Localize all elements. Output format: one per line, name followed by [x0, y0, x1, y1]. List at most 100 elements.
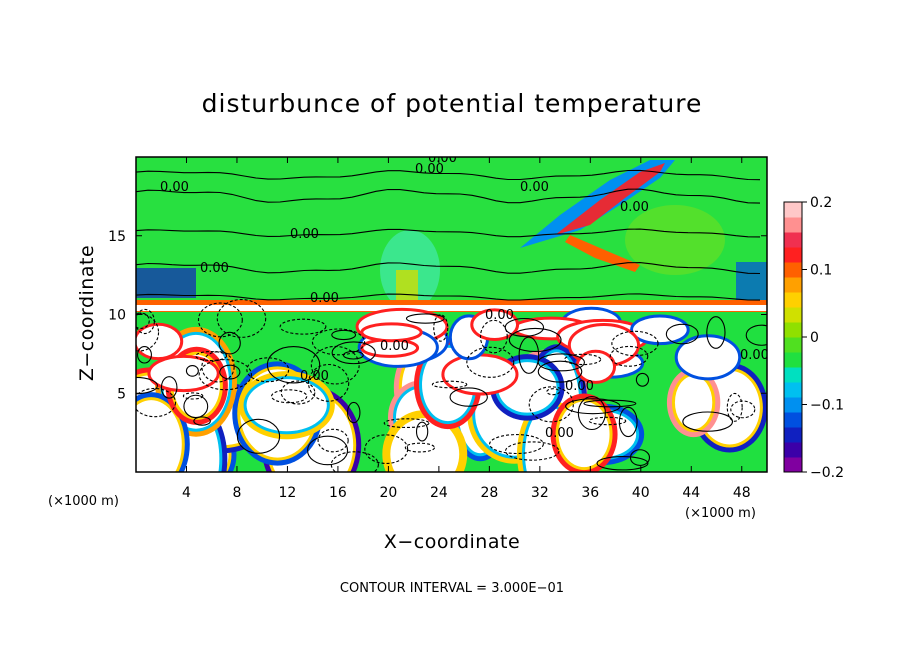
lower-contour: [611, 330, 659, 357]
x-tick-label: 16: [329, 485, 347, 501]
contour-lines: [136, 169, 767, 472]
lower-contour: [216, 298, 267, 338]
lower-contour: [415, 421, 429, 442]
contour-label: 0.00: [520, 180, 549, 195]
lower-contour: [537, 353, 585, 372]
lower-contour: [193, 416, 211, 426]
mixing-cell: [575, 349, 617, 384]
contour-label: 0.00: [310, 291, 339, 306]
contour-label: 0.00: [380, 339, 409, 354]
upper-jet-tail: [565, 235, 640, 272]
lower-contour: [466, 346, 515, 378]
y-axis-label: Z−coordinate: [76, 245, 98, 381]
lower-contour: [635, 372, 650, 387]
lower-contour: [730, 400, 756, 419]
lower-contour: [364, 434, 409, 464]
colorbar-swatch: [784, 217, 802, 233]
upper-jet-warm: [555, 163, 665, 235]
x-tick-label: 40: [632, 485, 650, 501]
lower-contour: [201, 351, 235, 383]
lower-contour: [330, 451, 379, 472]
lower-contour: [160, 376, 178, 399]
lower-contour: [198, 359, 252, 391]
y-tick-label: 5: [117, 386, 126, 402]
x-tick-label: 20: [379, 485, 397, 501]
lower-contour: [136, 312, 150, 329]
x-tick-label: 32: [531, 485, 549, 501]
y-axis: 5 10 15: [108, 229, 767, 402]
x-tick-label: 8: [232, 485, 241, 501]
eddy-core: [136, 400, 182, 472]
lower-contour: [577, 396, 606, 431]
x-tick-label: 24: [430, 485, 448, 501]
lower-contour: [682, 411, 734, 432]
colorbar-tick-label: 0.1: [810, 263, 832, 279]
mixing-cell: [630, 314, 690, 346]
colorbar-tick-label: −0.1: [810, 398, 844, 414]
colorbar-swatch: [784, 367, 802, 383]
lower-contour: [609, 345, 649, 367]
eddy-core: [246, 379, 327, 432]
lower-contour: [431, 380, 468, 389]
upper-contour: [136, 188, 761, 204]
lower-contour: [346, 401, 361, 424]
mixing-cell: [147, 354, 220, 393]
contour-label: 0.00: [300, 369, 329, 384]
colorbar-swatch: [784, 337, 802, 353]
colorbar-swatch: [784, 412, 802, 428]
colorbar-swatch: [784, 277, 802, 293]
lower-contour: [518, 336, 540, 374]
lower-contour: [183, 394, 209, 419]
colorbar-swatch: [784, 247, 802, 263]
chart-title: disturbunce of potential temperature: [202, 89, 703, 118]
contour-label: 0.00: [620, 200, 649, 215]
lower-contour: [745, 324, 767, 346]
contour-label: 0.00: [740, 348, 769, 363]
lower-contour: [504, 441, 560, 461]
eddy-core: [674, 375, 713, 430]
contour-label: 0.00: [485, 308, 514, 323]
lower-contour: [137, 346, 152, 364]
lower-contour: [279, 318, 327, 335]
lower-contour: [433, 314, 449, 342]
lower-contour: [583, 399, 637, 408]
upper-contour: [136, 228, 761, 238]
contour-label: 0.00: [290, 227, 319, 242]
lower-contour: [311, 328, 366, 356]
x-tick-label: 48: [733, 485, 751, 501]
colorbar-tick-label: 0: [810, 330, 819, 346]
colorbar-swatch: [784, 397, 802, 413]
upper-contour: [136, 169, 761, 181]
colorbar-swatch: [784, 382, 802, 398]
lower-contour: [479, 319, 508, 354]
upper-contour: [136, 262, 761, 275]
x-axis-label: X−coordinate: [384, 531, 520, 553]
contour-labels: 0.00 0.00 0.00 0.00 0.00 0.00 0.00 0.00 0.00 0.00…: [160, 151, 769, 441]
colorbar-swatch: [784, 307, 802, 323]
x-tick-label: 28: [480, 485, 498, 501]
lower-contour: [195, 351, 228, 362]
x-unit-left: (×1000 m): [48, 494, 119, 509]
lower-contour: [317, 428, 349, 453]
colorbar-swatch: [784, 427, 802, 443]
lower-contour: [449, 387, 488, 407]
lower-contour: [528, 386, 574, 423]
y-tick-label: 10: [108, 308, 126, 324]
lower-contour: [331, 329, 357, 341]
lower-contour: [136, 387, 177, 418]
contour-label: 0.00: [200, 261, 229, 276]
lower-contour: [218, 331, 241, 355]
mixing-cell: [674, 334, 742, 381]
lower-contour: [280, 380, 316, 405]
lower-contour: [404, 442, 436, 453]
y-tick-label: 15: [108, 229, 126, 245]
left-edge-cool: [136, 268, 196, 298]
x-tick-label: 4: [182, 485, 191, 501]
lower-contour: [508, 327, 562, 353]
eddy-core: [390, 418, 460, 472]
lower-contour: [331, 341, 376, 365]
contour-label: 0.00: [428, 151, 457, 166]
colorbar: 0.2 0.1 0 −0.1 −0.2: [783, 195, 844, 481]
